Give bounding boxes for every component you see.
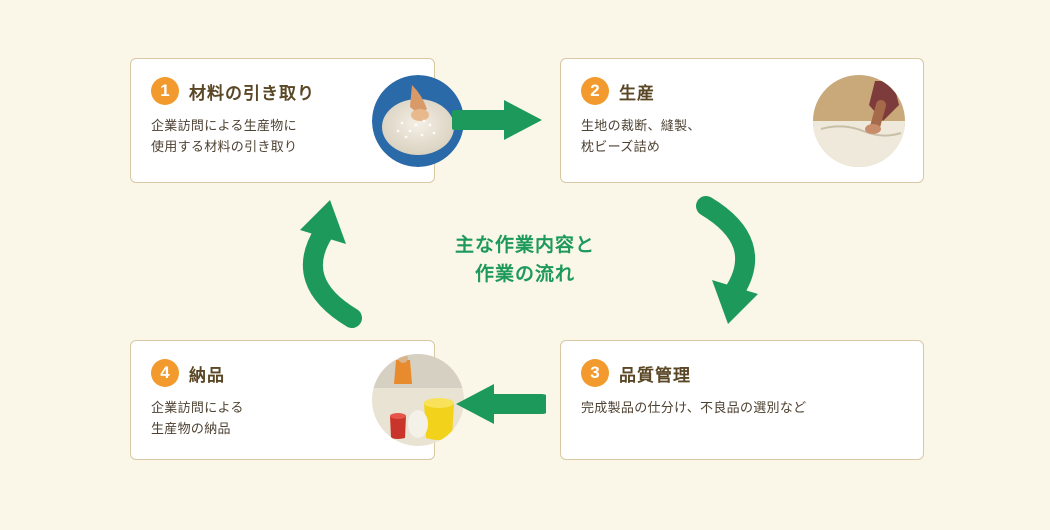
step-1-card: 1 材料の引き取り 企業訪問による生産物に使用する材料の引き取り bbox=[130, 58, 435, 183]
cycle-diagram: 主な作業内容と 作業の流れ 1 材料の引き取り 企業訪問による生産物に使用する材… bbox=[0, 0, 1050, 530]
step-1-thumb bbox=[372, 75, 464, 167]
step-2-card: 2 生産 生地の裁断、縫製、枕ビーズ詰め bbox=[560, 58, 924, 183]
step-3-title: 品質管理 bbox=[619, 361, 691, 386]
center-label-line2: 作業の流れ bbox=[475, 263, 575, 284]
arrow-left-icon bbox=[452, 378, 546, 430]
arrow-2-to-3 bbox=[668, 196, 778, 328]
arrow-3-to-4 bbox=[452, 378, 546, 430]
arrow-1-to-2 bbox=[452, 94, 546, 146]
step-2-title: 生産 bbox=[619, 79, 655, 104]
step-3-card: 3 品質管理 完成製品の仕分け、不良品の選別など bbox=[560, 340, 924, 460]
step-2-number: 2 bbox=[581, 77, 609, 105]
step-1-head: 1 材料の引き取り bbox=[151, 77, 414, 105]
step-4-number: 4 bbox=[151, 359, 179, 387]
step-1-title: 材料の引き取り bbox=[189, 79, 315, 104]
step-3-number: 3 bbox=[581, 359, 609, 387]
step-1-number: 1 bbox=[151, 77, 179, 105]
center-label-line1: 主な作業内容と bbox=[455, 235, 595, 256]
step-4-title: 納品 bbox=[189, 361, 225, 386]
step-4-card: 4 納品 企業訪問による生産物の納品 bbox=[130, 340, 435, 460]
arrow-right-icon bbox=[452, 94, 546, 146]
fabric-work-icon bbox=[813, 75, 905, 167]
arrow-curve-up-icon bbox=[280, 196, 390, 328]
arrow-4-to-1 bbox=[280, 196, 390, 328]
step-4-thumb bbox=[372, 354, 464, 446]
rice-beads-icon bbox=[372, 75, 464, 167]
spools-icon bbox=[372, 354, 464, 446]
step-3-desc: 完成製品の仕分け、不良品の選別など bbox=[581, 397, 903, 418]
arrow-curve-down-icon bbox=[668, 196, 778, 328]
step-3-head: 3 品質管理 bbox=[581, 359, 903, 387]
center-label: 主な作業内容と 作業の流れ bbox=[455, 232, 595, 289]
step-2-thumb bbox=[813, 75, 905, 167]
